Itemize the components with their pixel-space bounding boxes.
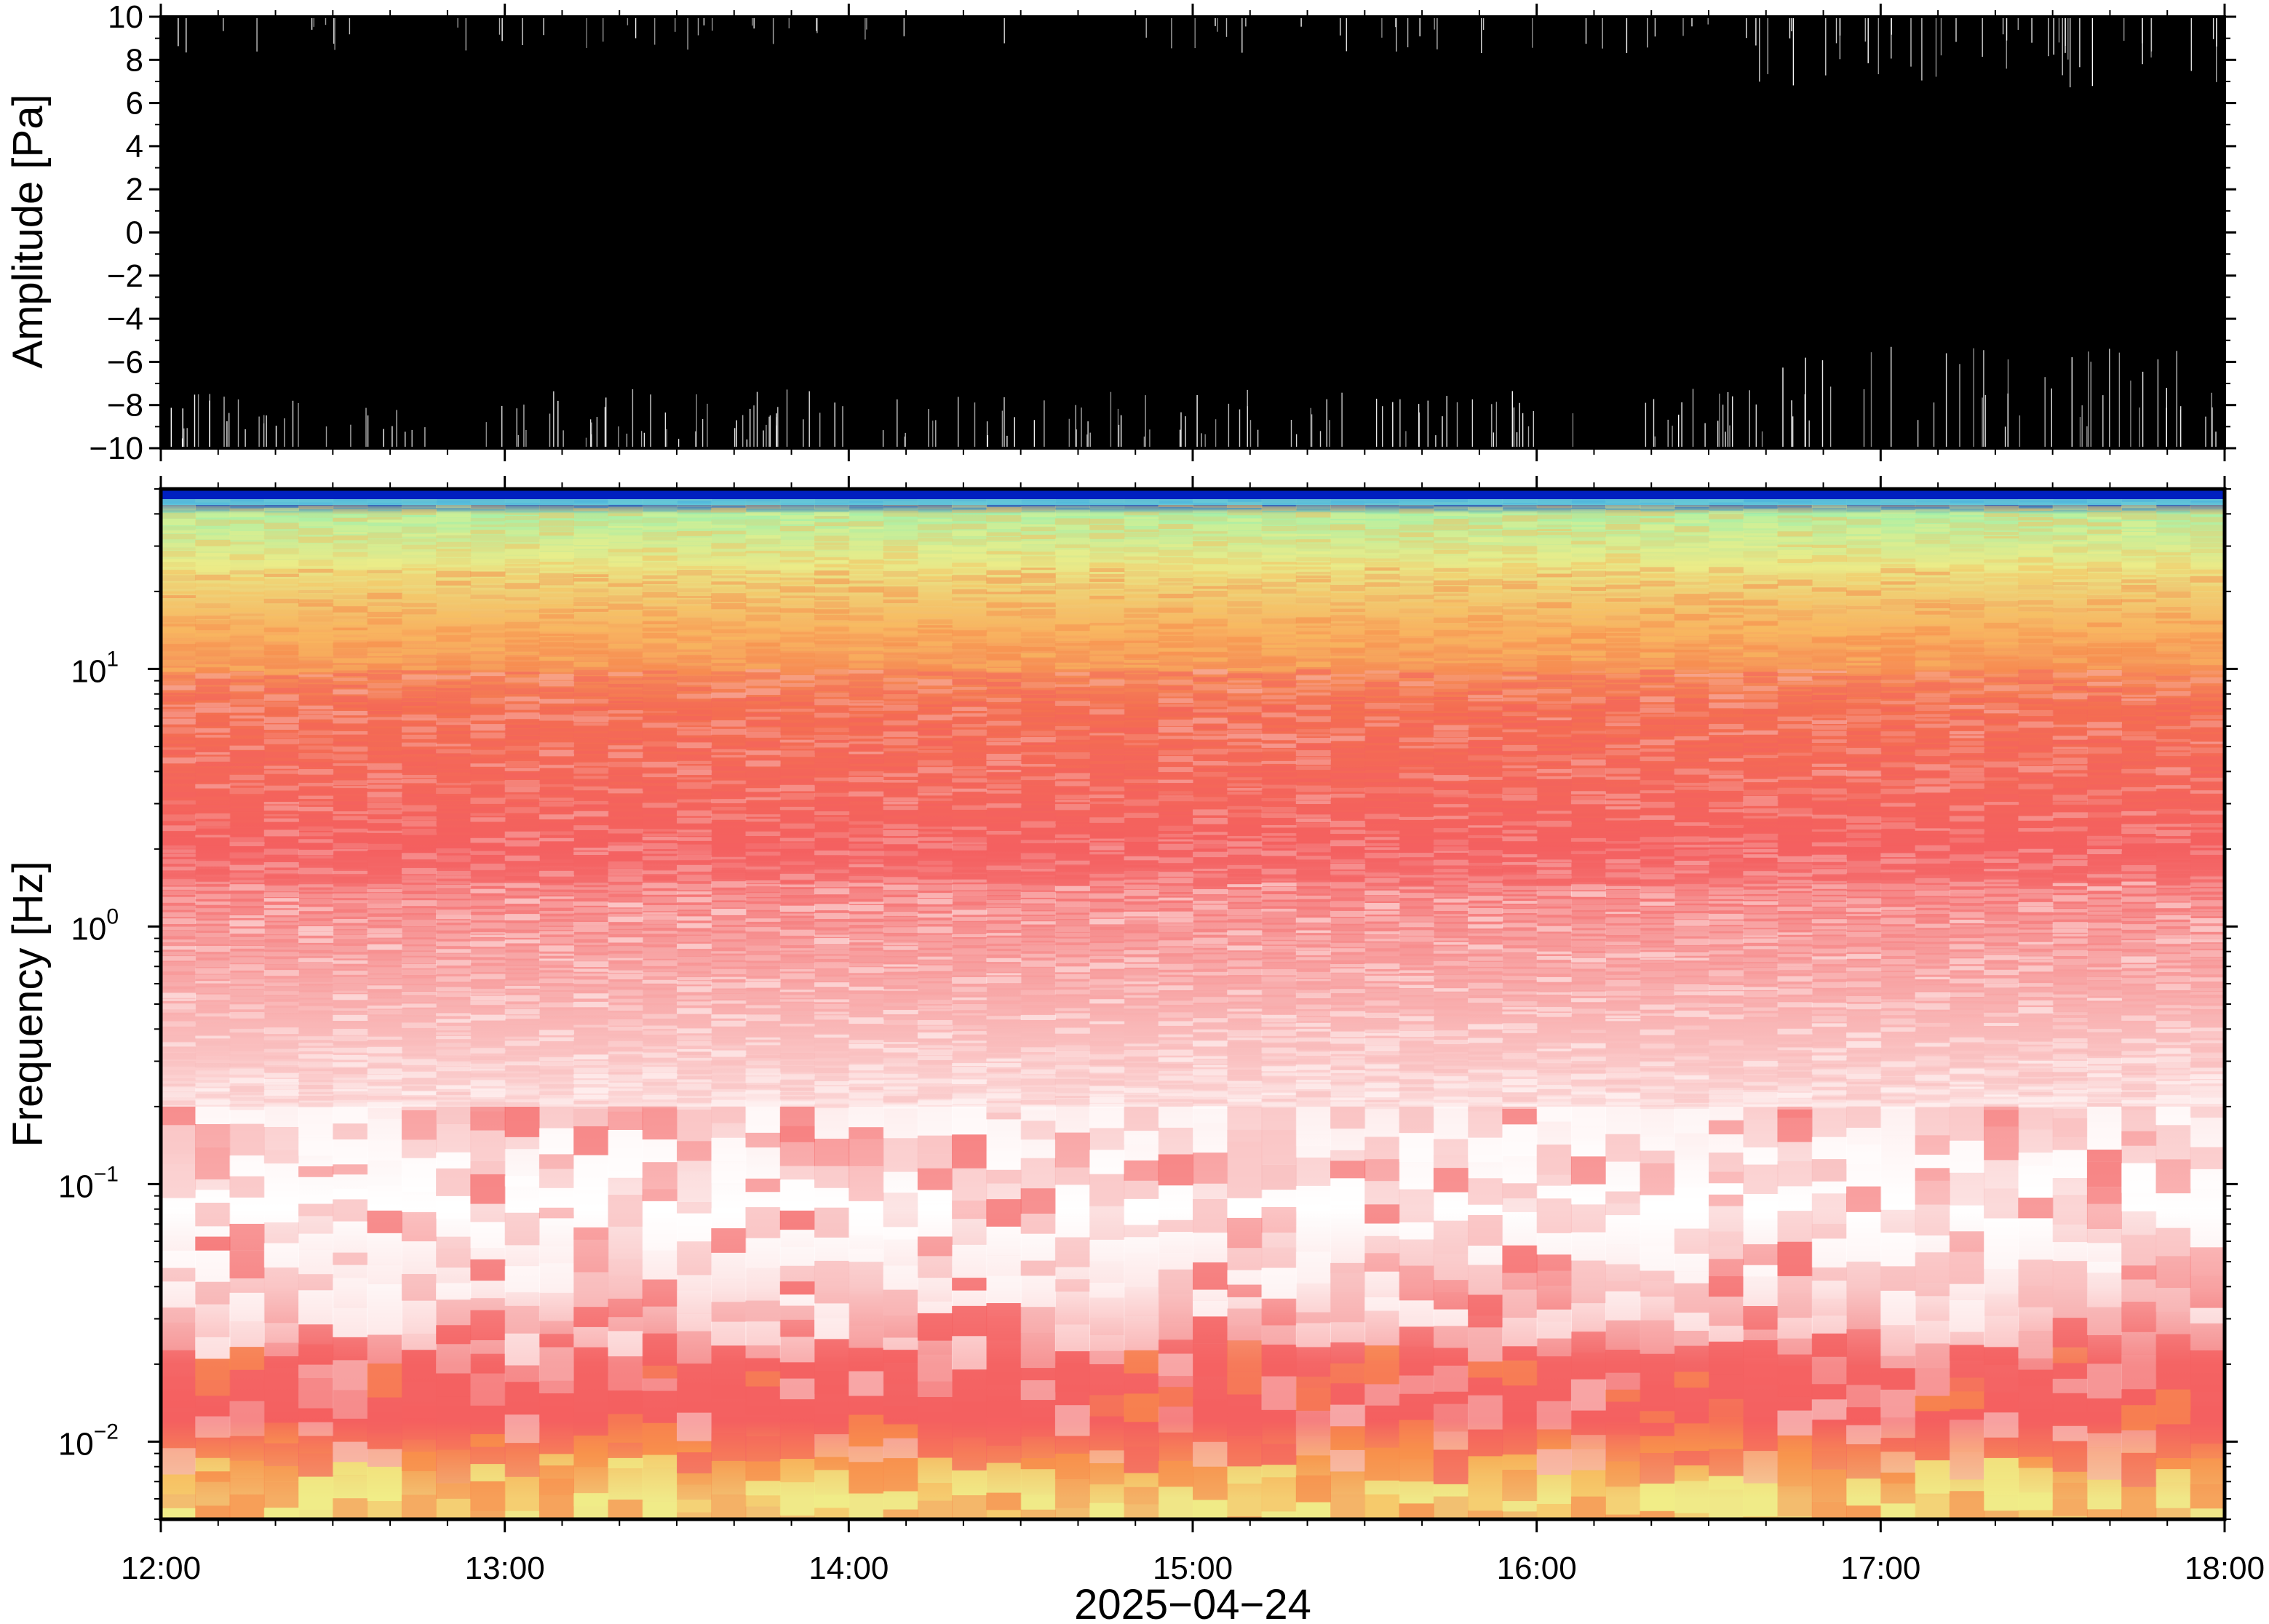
waveform-y-tick-label: 2 xyxy=(126,172,143,207)
spectrogram-y-tick-label: 100 xyxy=(71,904,119,947)
spectrogram-y-tick-label: 101 xyxy=(71,647,119,689)
waveform-y-tick-label: 0 xyxy=(126,215,143,251)
spectrogram-y-tick-label: 10−2 xyxy=(58,1420,119,1462)
waveform-panel: 10 8 6 4 2 0 −2 −4 −6 −8 −10 Amplitude [Pa] xyxy=(4,0,2236,466)
x-tick-label: 14:00 xyxy=(808,1551,889,1586)
waveform-spikes xyxy=(170,18,2217,447)
x-tick-label: 13:00 xyxy=(465,1551,545,1586)
waveform-trace-fill xyxy=(161,17,2225,448)
waveform-x-ticks xyxy=(159,4,2226,461)
x-tick-label: 17:00 xyxy=(1840,1551,1920,1586)
spectrogram-columns xyxy=(161,489,2225,1519)
waveform-y-tick-label: 4 xyxy=(126,129,143,164)
spectrogram-x-ticks xyxy=(159,476,2226,1532)
x-axis-tick-labels: 12:00 13:00 14:00 15:00 16:00 17:00 18:00 xyxy=(121,1551,2265,1586)
waveform-y-tick-label: 6 xyxy=(126,86,143,122)
waveform-y-axis-label: Amplitude [Pa] xyxy=(4,94,52,368)
spectrogram-panel: 101 100 10−1 10−2 Frequency [Hz] xyxy=(4,476,2238,1532)
waveform-y-tick-label: −2 xyxy=(107,258,143,294)
waveform-y-tick-label: −8 xyxy=(107,388,143,423)
x-tick-label: 18:00 xyxy=(2185,1551,2265,1586)
spectrogram-y-tick-label: 10−1 xyxy=(58,1162,119,1204)
spectrogram-y-axis-label: Frequency [Hz] xyxy=(4,861,52,1147)
x-tick-label: 12:00 xyxy=(121,1551,201,1586)
waveform-y-tick-label: −6 xyxy=(107,344,143,380)
spectrogram-y-ticks: 101 100 10−1 10−2 xyxy=(58,488,2238,1520)
x-tick-label: 16:00 xyxy=(1497,1551,1577,1586)
waveform-y-tick-label: −4 xyxy=(107,301,143,337)
waveform-y-tick-label: 8 xyxy=(126,42,143,78)
waveform-y-tick-label: −10 xyxy=(89,431,143,466)
x-axis-date-label: 2025−04−24 xyxy=(1074,1581,1311,1624)
waveform-y-tick-label: 10 xyxy=(108,0,143,35)
x-tick-label: 15:00 xyxy=(1153,1551,1233,1586)
waveform-y-ticks: 10 8 6 4 2 0 −2 −4 −6 −8 −10 xyxy=(89,0,2236,466)
